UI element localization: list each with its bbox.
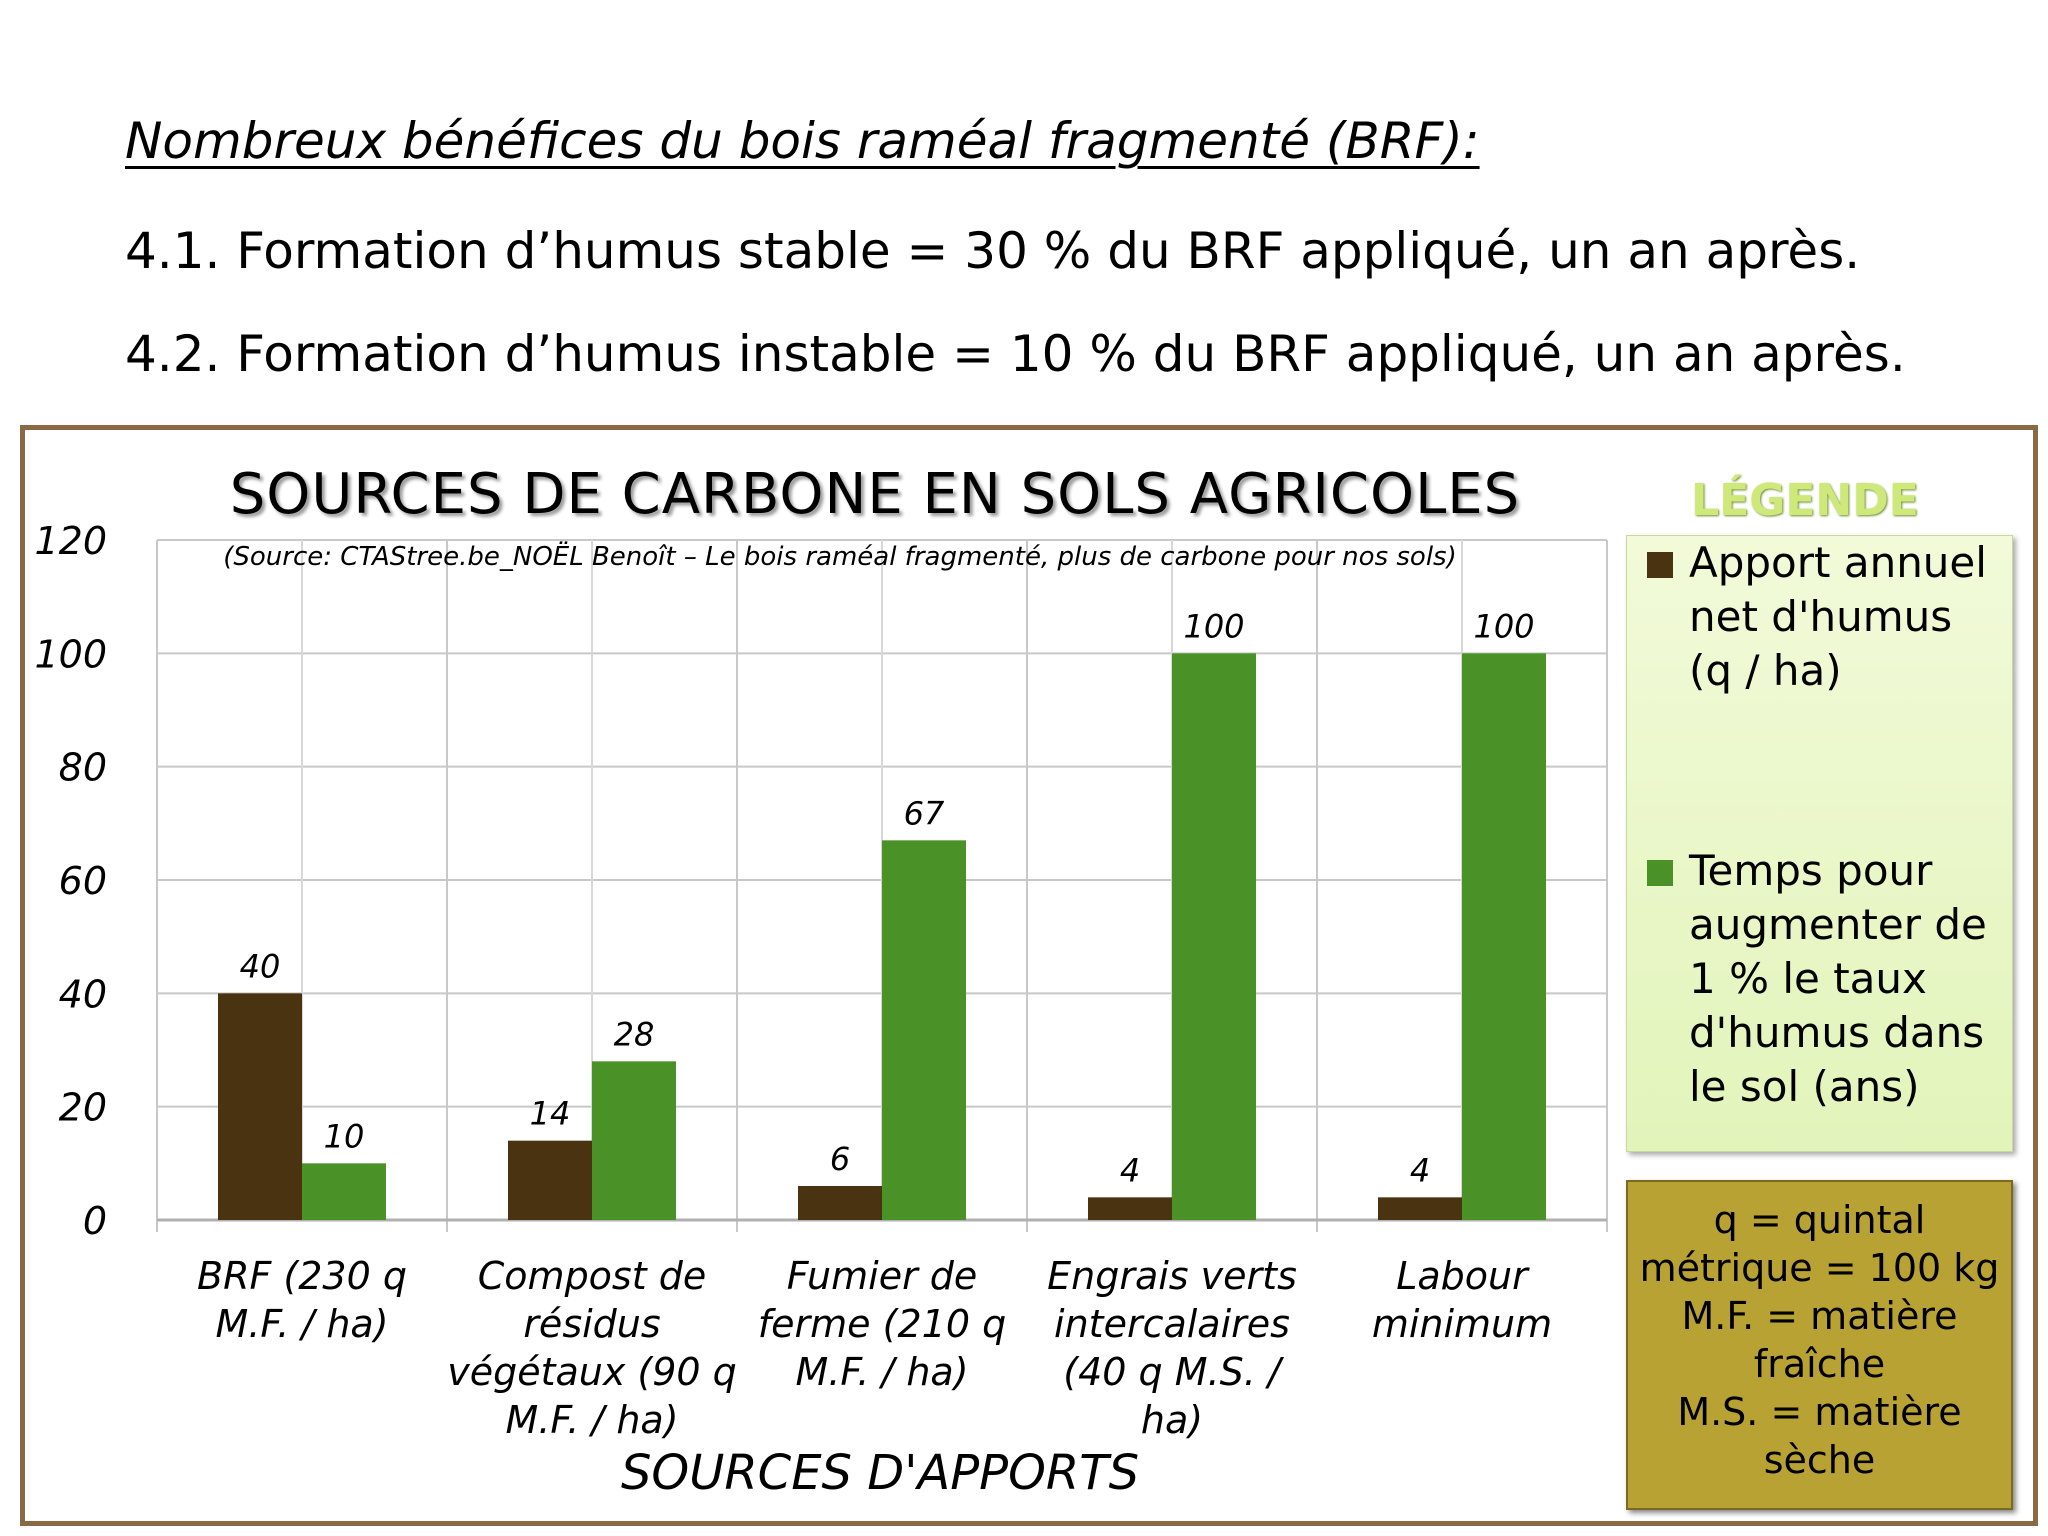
- y-tick-label: 0: [83, 1199, 107, 1243]
- legend-swatch: [1647, 552, 1673, 578]
- x-tick-label: Engrais verts intercalaires (40 q M.S. /…: [1047, 1254, 1297, 1442]
- bar: [1088, 1197, 1172, 1220]
- data-label: 40: [240, 947, 281, 985]
- x-tick-label: BRF (230 q M.F. / ha): [197, 1254, 407, 1346]
- bar: [1378, 1197, 1462, 1220]
- note-line: sèche: [1763, 1438, 1876, 1482]
- legend-item-apport: Apport annuel net d'humus (q / ha): [1647, 536, 2002, 698]
- units-note-box: q = quintal métrique = 100 kg M.F. = mat…: [1626, 1180, 2013, 1510]
- data-label: 28: [614, 1015, 655, 1053]
- bar: [508, 1140, 592, 1220]
- y-tick-label: 80: [59, 746, 107, 790]
- point-4-2: 4.2. Formation d’humus instable = 10 % d…: [125, 325, 1906, 383]
- data-label: 6: [830, 1140, 850, 1178]
- data-label: 67: [904, 794, 945, 832]
- x-axis-title: SOURCES D'APPORTS: [620, 1445, 1140, 1501]
- y-tick-label: 100: [34, 632, 107, 676]
- data-label: 14: [530, 1095, 571, 1133]
- note-line: métrique = 100 kg: [1639, 1246, 2000, 1290]
- bar: [302, 1163, 386, 1220]
- legend-item-temps: Temps pour augmenter de 1 % le taux d'hu…: [1647, 844, 2002, 1114]
- bar-chart: 0 20 40 60 80 100 120 40 14 6 4 4 10 28 67 100 100: [34, 519, 1608, 1243]
- note-line: fraîche: [1753, 1342, 1886, 1386]
- y-tick-label: 60: [59, 859, 107, 903]
- data-label: 100: [1183, 607, 1244, 645]
- x-tick-label: Fumier de ferme (210 q M.F. / ha): [757, 1254, 1007, 1394]
- bar: [1462, 653, 1546, 1220]
- y-tick-label: 120: [34, 519, 107, 563]
- legend-label: Apport annuel net d'humus (q / ha): [1689, 538, 1987, 695]
- note-line: q = quintal: [1713, 1198, 1926, 1242]
- bar: [882, 840, 966, 1220]
- legend-title: LÉGENDE: [1691, 475, 1919, 526]
- data-label: 10: [324, 1117, 365, 1155]
- note-line: M.S. = matière: [1677, 1390, 1962, 1434]
- bar: [1172, 653, 1256, 1220]
- chart-title: SOURCES DE CARBONE EN SOLS AGRICOLES: [229, 462, 1521, 527]
- y-tick-label: 40: [59, 972, 107, 1016]
- y-tick-label: 20: [59, 1086, 107, 1130]
- legend-swatch: [1647, 860, 1673, 886]
- note-line: M.F. = matière: [1681, 1294, 1958, 1338]
- data-label: 100: [1473, 607, 1534, 645]
- chart-source: (Source: CTAStree.be_NOËL Benoît – Le bo…: [223, 542, 1457, 572]
- legend-label: Temps pour augmenter de 1 % le taux d'hu…: [1689, 846, 1987, 1111]
- x-tick-label: Compost de résidus végétaux (90 q M.F. /…: [447, 1254, 737, 1442]
- bar: [218, 993, 302, 1220]
- data-label: 4: [1120, 1151, 1140, 1189]
- data-label: 4: [1410, 1151, 1430, 1189]
- bar: [592, 1061, 676, 1220]
- x-tick-label: Labour minimum: [1371, 1254, 1553, 1346]
- page-heading: Nombreux bénéfices du bois raméal fragme…: [125, 112, 1480, 170]
- point-4-1: 4.1. Formation d’humus stable = 30 % du …: [125, 222, 1861, 280]
- bar: [798, 1186, 882, 1220]
- legend: Apport annuel net d'humus (q / ha) Temps…: [1626, 535, 2013, 1152]
